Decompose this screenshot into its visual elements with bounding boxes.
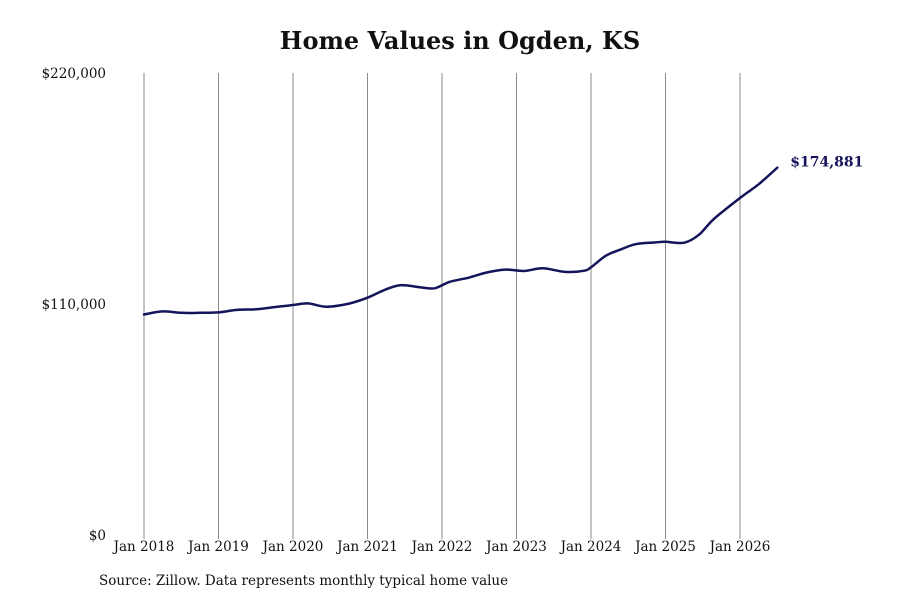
end-value-label: $174,881 [790, 155, 863, 171]
x-tick-label: Jan 2020 [261, 539, 324, 555]
x-axis-tick-labels: Jan 2018 Jan 2019 Jan 2020 Jan 2021 Jan 2022… [112, 539, 771, 555]
chart-title: Home Values in Ogden, KS [279, 26, 641, 55]
x-tick-label: Jan 2019 [186, 539, 249, 555]
source-note: Source: Zillow. Data represents monthly … [99, 573, 509, 589]
y-tick-label: $110,000 [42, 297, 106, 313]
x-tick-label: Jan 2018 [112, 539, 175, 555]
y-tick-label: $220,000 [42, 66, 106, 82]
x-tick-label: Jan 2021 [335, 539, 398, 555]
y-axis-tick-labels: $0 $110,000 $220,000 [42, 66, 106, 544]
series-line [142, 166, 779, 316]
x-tick-label: Jan 2023 [484, 539, 547, 555]
gridlines [143, 73, 741, 539]
series-layer [142, 166, 779, 316]
x-tick-label: Jan 2026 [708, 539, 771, 555]
x-tick-label: Jan 2025 [633, 539, 696, 555]
x-tick-label: Jan 2022 [410, 539, 473, 555]
x-tick-label: Jan 2024 [559, 539, 622, 555]
data-label-layer: $174,881 [790, 155, 863, 171]
y-tick-label: $0 [89, 528, 106, 544]
